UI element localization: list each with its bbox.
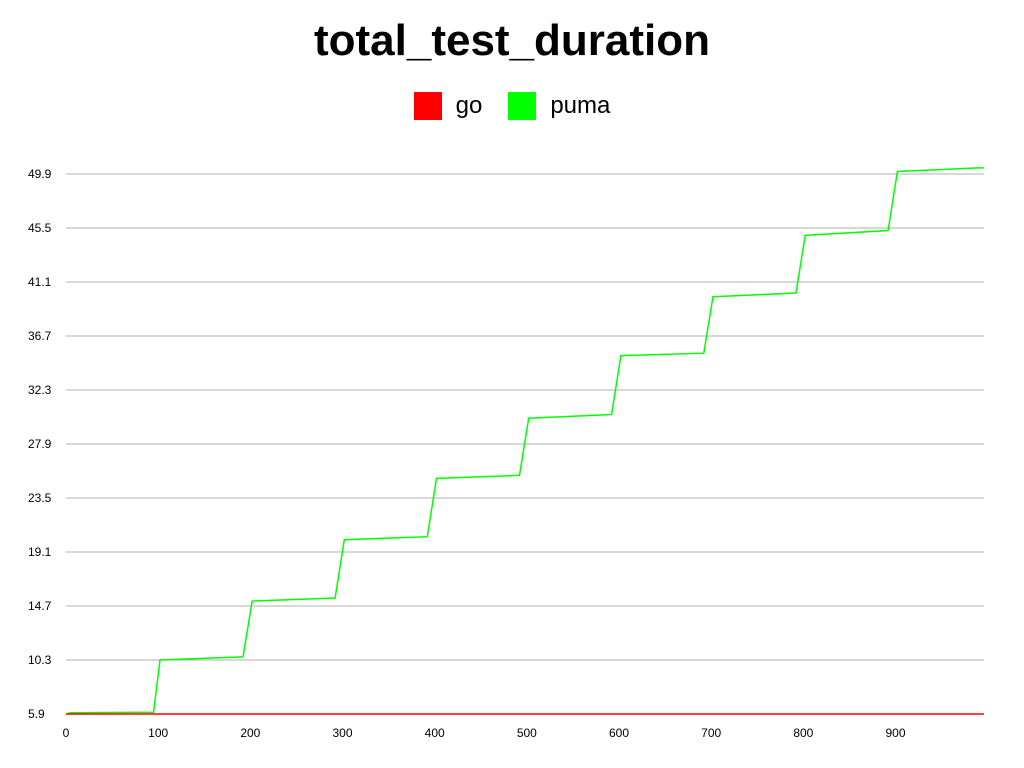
x-tick-label: 800: [793, 726, 813, 740]
x-tick-label: 200: [240, 726, 260, 740]
x-tick-label: 600: [609, 726, 629, 740]
legend: go puma: [0, 92, 1024, 120]
series-line-puma: [65, 167, 984, 715]
legend-label-puma: puma: [550, 92, 611, 119]
y-tick-label: 10.3: [28, 653, 52, 667]
x-tick-label: 0: [63, 726, 70, 740]
y-tick-label: 36.7: [28, 329, 52, 343]
legend-item-puma: puma: [508, 92, 610, 120]
legend-item-go: go: [413, 92, 483, 120]
legend-swatch-go: [413, 92, 442, 120]
y-tick-label: 19.1: [28, 545, 52, 559]
y-tick-label: 32.3: [28, 383, 52, 397]
x-tick-label: 300: [332, 726, 352, 740]
chart-title: total_test_duration: [313, 16, 711, 65]
y-tick-label: 14.7: [28, 599, 52, 613]
x-tick-label: 400: [425, 726, 445, 740]
legend-label-go: go: [455, 92, 483, 119]
x-tick-label: 100: [148, 726, 168, 740]
y-tick-label: 23.5: [28, 491, 52, 505]
x-tick-label: 500: [517, 726, 537, 740]
y-tick-label: 5.9: [28, 707, 45, 721]
x-tick-label: 900: [886, 726, 906, 740]
x-tick-label: 700: [701, 726, 721, 740]
y-tick-label: 49.9: [28, 167, 52, 181]
y-tick-label: 27.9: [28, 437, 52, 451]
y-tick-label: 41.1: [28, 275, 52, 289]
legend-swatch-puma: [508, 92, 537, 120]
y-tick-label: 45.5: [28, 221, 52, 235]
